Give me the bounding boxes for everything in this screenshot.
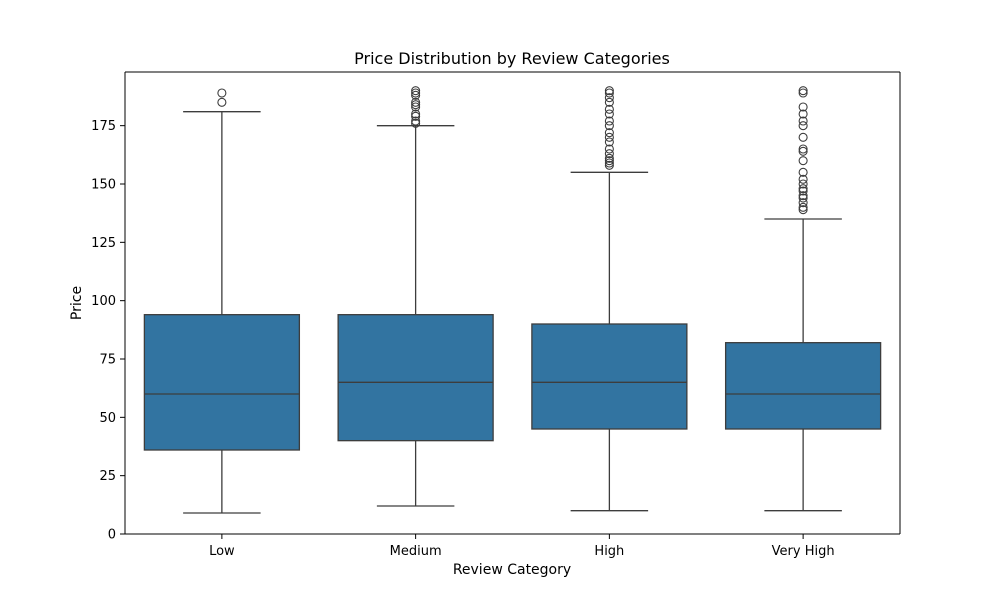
y-tick-label: 75 (99, 353, 116, 368)
x-tick-label: High (594, 544, 624, 559)
outlier-point (798, 186, 808, 196)
x-axis-label: Review Category (453, 562, 571, 578)
outlier-point (604, 149, 614, 159)
outlier-point (411, 88, 421, 98)
outlier-point (604, 153, 614, 163)
outlier-point (411, 118, 421, 128)
outlier-point (798, 191, 808, 201)
outlier-point (604, 104, 614, 114)
outlier-point (604, 93, 614, 103)
outlier-point (798, 102, 808, 112)
outlier-point (411, 90, 421, 100)
outlier-point (411, 109, 421, 119)
outlier-point (798, 144, 808, 154)
outlier-point (411, 111, 421, 121)
outlier-point (604, 88, 614, 98)
outlier-point (604, 109, 614, 119)
x-tick-label: Very High (772, 544, 835, 559)
outlier-point (604, 158, 614, 168)
x-tick-label: Low (209, 544, 235, 559)
outlier-point (798, 109, 808, 119)
y-axis-label: Price (69, 286, 85, 320)
outlier-point (798, 184, 808, 194)
outlier-point (411, 97, 421, 107)
y-tick-label: 150 (91, 178, 116, 193)
outlier-point (798, 198, 808, 208)
outlier-point (798, 146, 808, 156)
outlier-point (798, 193, 808, 203)
y-tick-label: 0 (108, 528, 116, 543)
outlier-point (604, 121, 614, 131)
boxes-layer (143, 86, 882, 514)
outlier-point (604, 156, 614, 166)
outlier-point (411, 116, 421, 126)
box-group (143, 88, 301, 514)
iqr-box (337, 314, 494, 442)
iqr-box (531, 323, 688, 430)
x-tick-label: Medium (390, 544, 442, 559)
outlier-point (411, 102, 421, 112)
box-group (531, 86, 688, 512)
outlier-point (798, 132, 808, 142)
y-tick-label: 125 (91, 236, 116, 251)
outlier-point (798, 156, 808, 166)
outlier-point (798, 167, 808, 177)
outlier-point (798, 202, 808, 212)
box-group (337, 86, 494, 507)
outlier-point (604, 116, 614, 126)
outlier-point (604, 144, 614, 154)
outlier-point (604, 132, 614, 142)
outlier-point (798, 86, 808, 96)
outlier-point (604, 137, 614, 147)
outlier-point (411, 100, 421, 110)
outlier-point (604, 97, 614, 107)
outlier-point (411, 86, 421, 96)
outlier-point (798, 116, 808, 126)
box-group (724, 86, 882, 512)
y-tick-label: 25 (99, 469, 116, 484)
outlier-point (604, 86, 614, 96)
y-tick-label: 50 (99, 411, 116, 426)
outlier-point (798, 174, 808, 184)
axes-layer: 0 25 50 75 100 125 150 175 Low Medium High Very Hig… (91, 71, 901, 559)
chart-title: Price Distribution by Review Categories (354, 49, 670, 68)
outlier-point (217, 88, 227, 98)
iqr-box (724, 342, 882, 430)
iqr-box (143, 314, 301, 451)
outlier-point (604, 128, 614, 138)
outlier-point (604, 160, 614, 170)
outlier-point (217, 97, 227, 107)
outlier-point (798, 88, 808, 98)
outlier-point (798, 179, 808, 189)
y-tick-label: 100 (91, 294, 116, 309)
y-tick-label: 175 (91, 119, 116, 134)
outlier-point (798, 121, 808, 131)
outlier-point (798, 205, 808, 215)
